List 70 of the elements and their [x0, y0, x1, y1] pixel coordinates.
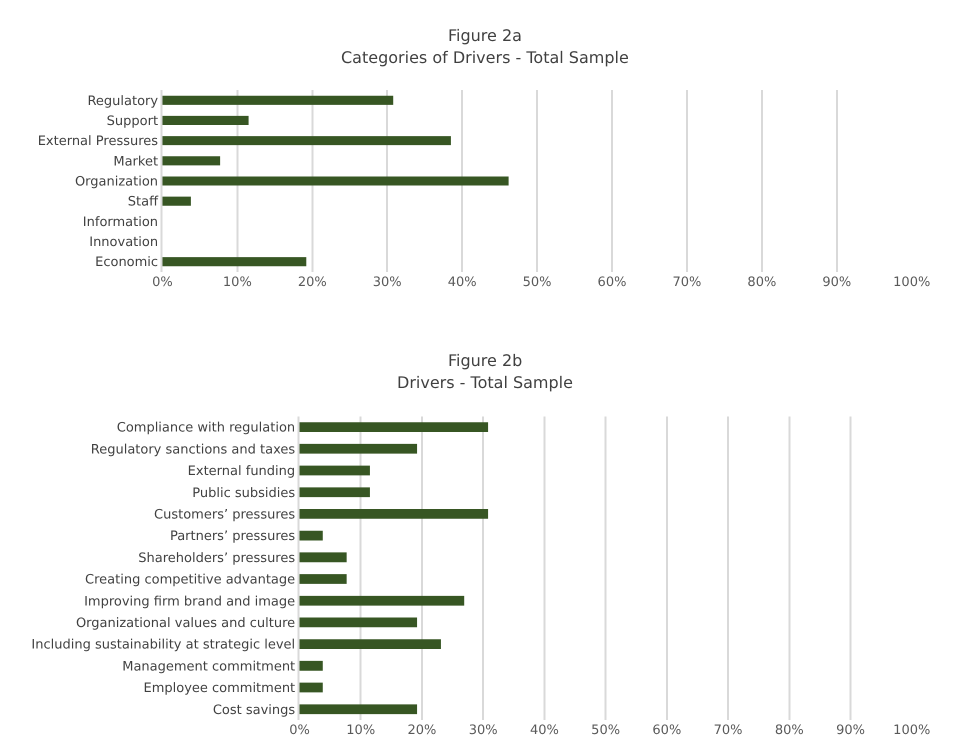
- x-tick-label: 100%: [893, 723, 930, 738]
- y-tick-label: Support: [106, 114, 158, 130]
- bar: [300, 422, 488, 432]
- x-tick-label: 10%: [346, 723, 376, 738]
- bar: [300, 487, 370, 498]
- bar: [162, 156, 220, 166]
- bar: [300, 509, 488, 519]
- y-tick-label: External Pressures: [38, 134, 158, 150]
- y-tick-label: Shareholders’ pressures: [138, 550, 296, 566]
- bar: [162, 116, 249, 126]
- bar: [300, 682, 323, 692]
- x-tick-label: 0%: [289, 723, 310, 738]
- bar: [162, 176, 509, 186]
- bar: [300, 639, 441, 649]
- x-tick-label: 40%: [530, 723, 559, 738]
- x-tick-label: 60%: [652, 723, 682, 738]
- y-tick-label: Creating competitive advantage: [85, 572, 296, 588]
- bar: [300, 596, 464, 606]
- y-tick-label: External funding: [188, 464, 296, 480]
- x-tick-label: 50%: [591, 723, 620, 738]
- y-tick-label: Improving firm brand and image: [84, 594, 296, 610]
- chart-subtitle: Drivers - Total Sample: [397, 373, 573, 392]
- bar: [300, 530, 323, 540]
- y-tick-label: Regulatory: [87, 94, 158, 109]
- chart-subtitle: Categories of Drivers - Total Sample: [341, 48, 629, 67]
- chart-title: Figure 2a: [448, 26, 522, 45]
- bar: [300, 466, 370, 476]
- x-tick-label: 30%: [468, 723, 498, 738]
- x-tick-label: 90%: [822, 274, 852, 290]
- bar: [300, 574, 347, 584]
- x-tick-label: 100%: [893, 274, 930, 290]
- x-tick-label: 20%: [298, 274, 327, 290]
- x-tick-label: 40%: [448, 274, 477, 290]
- y-tick-label: Innovation: [89, 235, 158, 250]
- y-tick-label: Employee commitment: [144, 681, 296, 696]
- bar: [300, 444, 418, 454]
- y-tick-label: Organizational values and culture: [76, 616, 296, 631]
- bar: [162, 96, 394, 105]
- y-tick-label: Compliance with regulation: [116, 420, 296, 436]
- bar: [300, 552, 347, 562]
- y-tick-label: Market: [113, 154, 158, 170]
- y-tick-label: Economic: [95, 255, 158, 270]
- x-tick-label: 10%: [222, 274, 252, 290]
- y-tick-label: Organization: [74, 174, 158, 190]
- y-tick-label: Management commitment: [122, 659, 296, 674]
- bar: [300, 618, 418, 628]
- y-tick-label: Staff: [128, 194, 160, 210]
- x-tick-label: 50%: [522, 274, 552, 290]
- bar: [162, 196, 191, 206]
- x-tick-label: 70%: [672, 274, 702, 290]
- y-tick-label: Cost savings: [212, 702, 296, 718]
- x-tick-label: 80%: [747, 274, 776, 290]
- y-tick-label: Public subsidies: [192, 486, 296, 501]
- y-tick-label: Partners’ pressures: [170, 529, 296, 544]
- bar: [300, 704, 418, 714]
- bar: [162, 136, 451, 146]
- x-tick-label: 90%: [836, 723, 865, 738]
- x-tick-label: 80%: [774, 723, 804, 738]
- y-tick-label: Customers’ pressures: [154, 507, 296, 522]
- x-tick-label: 0%: [152, 274, 173, 290]
- x-tick-label: 60%: [598, 274, 626, 290]
- x-tick-label: 30%: [372, 274, 402, 290]
- x-tick-label: 20%: [408, 723, 436, 738]
- chart-title: Figure 2b: [448, 351, 522, 370]
- y-tick-label: Including sustainability at strategic level: [31, 638, 296, 653]
- y-tick-label: Regulatory sanctions and taxes: [90, 442, 296, 458]
- bar: [300, 660, 323, 671]
- bar: [162, 257, 306, 266]
- x-tick-label: 70%: [714, 723, 743, 738]
- y-tick-label: Information: [82, 214, 158, 230]
